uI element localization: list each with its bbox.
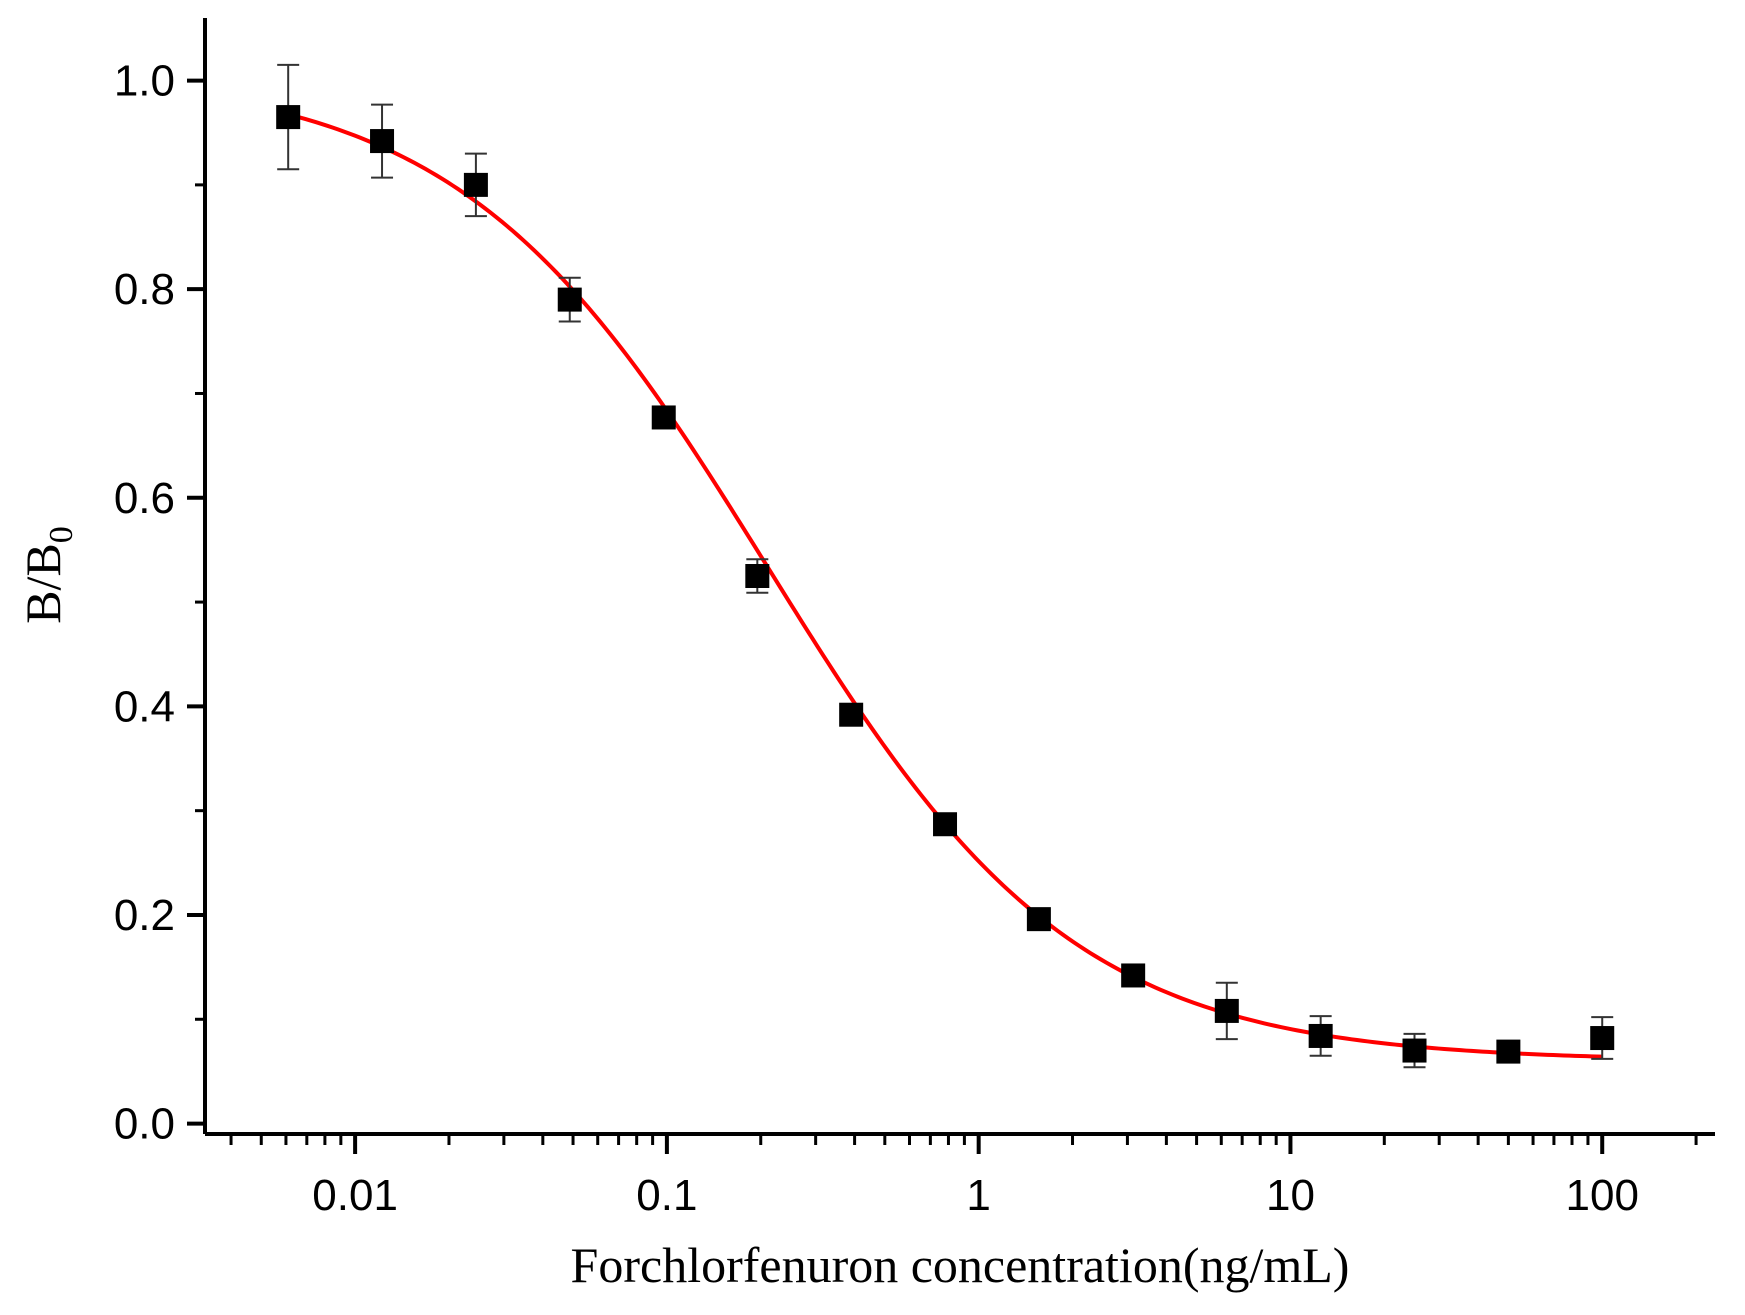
axes [203, 18, 1715, 1136]
square-marker [370, 129, 395, 154]
square-marker [557, 287, 582, 312]
square-marker [463, 172, 488, 197]
square-marker [839, 702, 864, 727]
y-axis-title: B/B0 [15, 526, 80, 624]
fit-curve-layer [294, 114, 1603, 1059]
data-point [276, 63, 301, 171]
square-marker [933, 812, 958, 837]
x-axis-title: Forchlorfenuron concentration(ng/mL) [571, 1237, 1350, 1293]
y-axis-title-main: B/B [15, 543, 71, 624]
fit-curve [294, 114, 1603, 1059]
square-marker [745, 564, 770, 588]
square-marker [1214, 998, 1239, 1023]
x-tick-label: 1 [966, 1171, 990, 1220]
data-point [651, 405, 676, 430]
x-tick-label: 100 [1566, 1171, 1639, 1220]
square-marker [1496, 1039, 1521, 1064]
y-tick-label: 0.8 [114, 265, 175, 314]
y-tick-label: 0.0 [114, 1100, 175, 1149]
data-points-layer [276, 63, 1615, 1069]
data-point [1214, 981, 1239, 1041]
data-point [370, 103, 395, 179]
square-marker [1121, 963, 1146, 988]
data-point [1121, 963, 1146, 988]
square-marker [1026, 907, 1051, 932]
y-axis-title-subscript: 0 [43, 526, 80, 543]
square-marker [1590, 1026, 1615, 1051]
x-tick-label: 0.1 [636, 1171, 697, 1220]
data-point [1026, 907, 1051, 932]
axis-ticks [187, 78, 1698, 1154]
square-marker [276, 105, 301, 130]
y-tick-label: 0.2 [114, 891, 175, 940]
data-point [933, 812, 958, 837]
square-marker [1402, 1038, 1427, 1063]
square-marker [651, 405, 676, 430]
data-point [1402, 1032, 1427, 1069]
data-point [557, 276, 582, 323]
data-point [839, 702, 864, 727]
y-tick-label: 0.6 [114, 474, 175, 523]
square-marker [1308, 1023, 1333, 1048]
data-point [1590, 1016, 1615, 1060]
data-point [745, 558, 770, 594]
data-point [1308, 1015, 1333, 1057]
tick-labels: 0.0 0.2 0.4 0.6 0.8 1.0 0.01 0.1 1 10 100 [114, 57, 1639, 1220]
data-point [463, 152, 488, 218]
x-tick-label: 0.01 [312, 1171, 398, 1220]
x-tick-label: 10 [1266, 1171, 1315, 1220]
y-tick-label: 1.0 [114, 57, 175, 106]
data-point [1496, 1039, 1521, 1064]
y-tick-label: 0.4 [114, 682, 175, 731]
